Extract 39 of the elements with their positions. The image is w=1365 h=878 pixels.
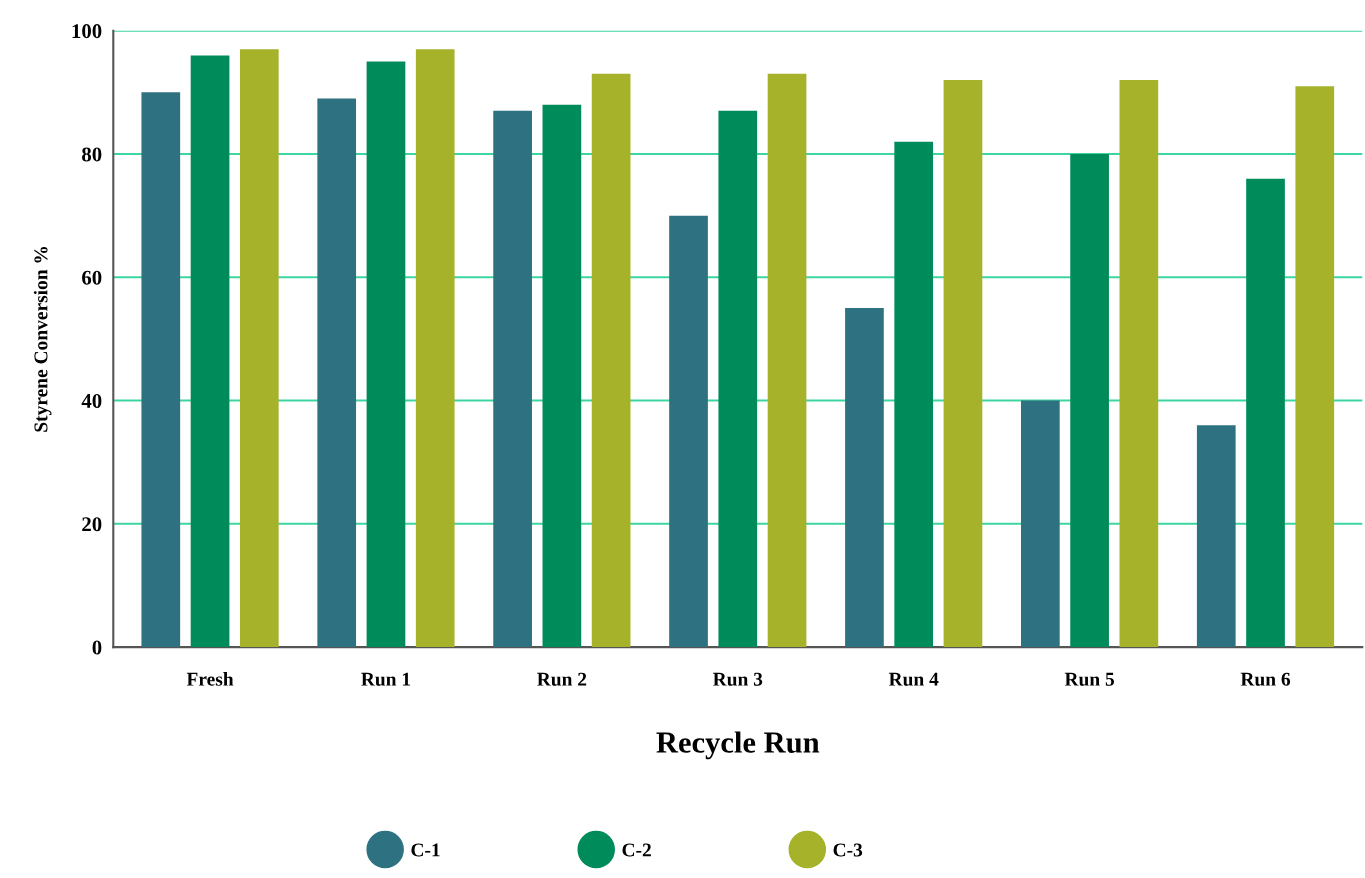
bar xyxy=(1021,400,1060,648)
bar xyxy=(190,55,230,648)
legend-label: C-2 xyxy=(622,843,651,857)
y-tick-label: 80 xyxy=(82,147,102,162)
x-axis-title: Recycle Run xyxy=(656,731,820,760)
x-tick-label: Run 4 xyxy=(888,672,939,686)
bar xyxy=(943,80,983,648)
bar xyxy=(845,308,884,648)
bar xyxy=(669,215,708,648)
y-tick-label: 60 xyxy=(82,270,102,285)
y-tick-label: 40 xyxy=(81,393,102,408)
x-tick-label: Run 3 xyxy=(712,672,763,686)
x-tick-label: Run 1 xyxy=(361,672,411,686)
bar xyxy=(317,98,357,648)
bar xyxy=(1070,154,1109,648)
x-tick-label: Run 5 xyxy=(1064,672,1115,686)
y-tick-label: 0 xyxy=(92,640,102,655)
bar xyxy=(1246,178,1285,648)
y-tick-label: 100 xyxy=(72,24,102,39)
bar xyxy=(894,141,934,648)
bar xyxy=(493,110,532,648)
bar xyxy=(767,73,807,648)
bar xyxy=(718,110,758,648)
bar xyxy=(591,73,631,648)
x-tick-label: Run 2 xyxy=(537,672,587,686)
y-tick-label: 20 xyxy=(82,517,102,532)
bar xyxy=(542,104,582,648)
bar xyxy=(415,49,455,648)
legend-label: C-1 xyxy=(411,843,440,857)
bar xyxy=(366,61,406,648)
legend-label: C-3 xyxy=(833,843,863,857)
y-axis-title: Styrene Conversion % xyxy=(33,246,52,432)
bar xyxy=(141,92,181,648)
bar xyxy=(1119,80,1159,648)
bar xyxy=(1295,86,1335,648)
x-tick-label: Fresh xyxy=(186,672,234,686)
bar xyxy=(1196,425,1236,648)
x-tick-label: Run 6 xyxy=(1240,672,1291,686)
bar xyxy=(239,49,279,648)
